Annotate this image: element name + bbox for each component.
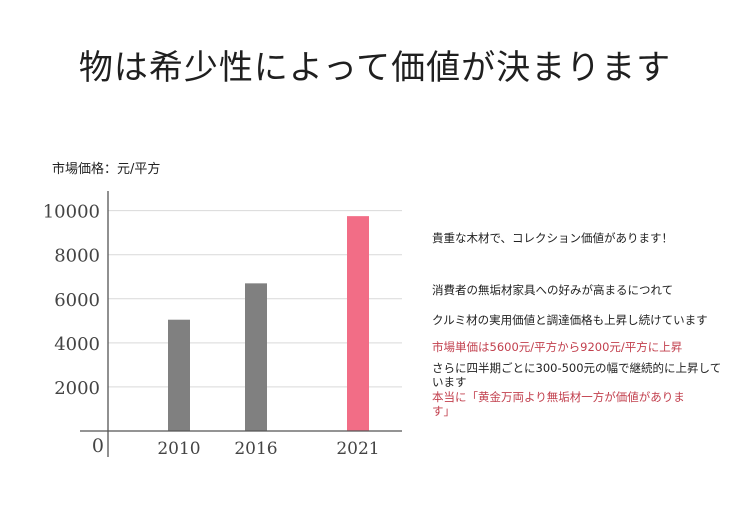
- y-tick-label: 0: [92, 435, 104, 457]
- x-tick-label: 2021: [336, 439, 379, 459]
- x-tick-label: 2016: [234, 439, 277, 459]
- y-tick-label: 10000: [43, 202, 100, 223]
- y-tick-label: 8000: [54, 246, 100, 267]
- note-precious-wood: 貴重な木材で、コレクション価値があります！: [432, 231, 674, 245]
- y-tick-label: 2000: [54, 378, 100, 399]
- bar-2021: [347, 216, 369, 431]
- chart-unit-label: 市場価格：元/平方: [52, 162, 161, 177]
- note-unit-price-change: 市場単価は5600元/平方から9200元/平方に上昇: [432, 340, 683, 354]
- bar-2010: [168, 319, 190, 431]
- note-consumer-preference: 消費者の無垢材家具への好みが高まるにつれて: [432, 283, 674, 297]
- note-quarterly-increase: さらに四半期ごとに300-500元の幅で継続的に上昇しています: [432, 361, 722, 389]
- note-walnut-price-rise: クルミ材の実用価値と調達価格も上昇し続けています: [432, 313, 708, 327]
- y-tick-label: 6000: [54, 290, 100, 311]
- bar-2016: [245, 283, 267, 431]
- x-tick-label: 2010: [157, 439, 200, 459]
- y-tick-label: 4000: [54, 334, 100, 355]
- note-value-slogan: 本当に「黄金万両より無垢材一方が価値があります」: [432, 390, 685, 418]
- page-title: 物は希少性によって価値が決まります: [78, 48, 672, 88]
